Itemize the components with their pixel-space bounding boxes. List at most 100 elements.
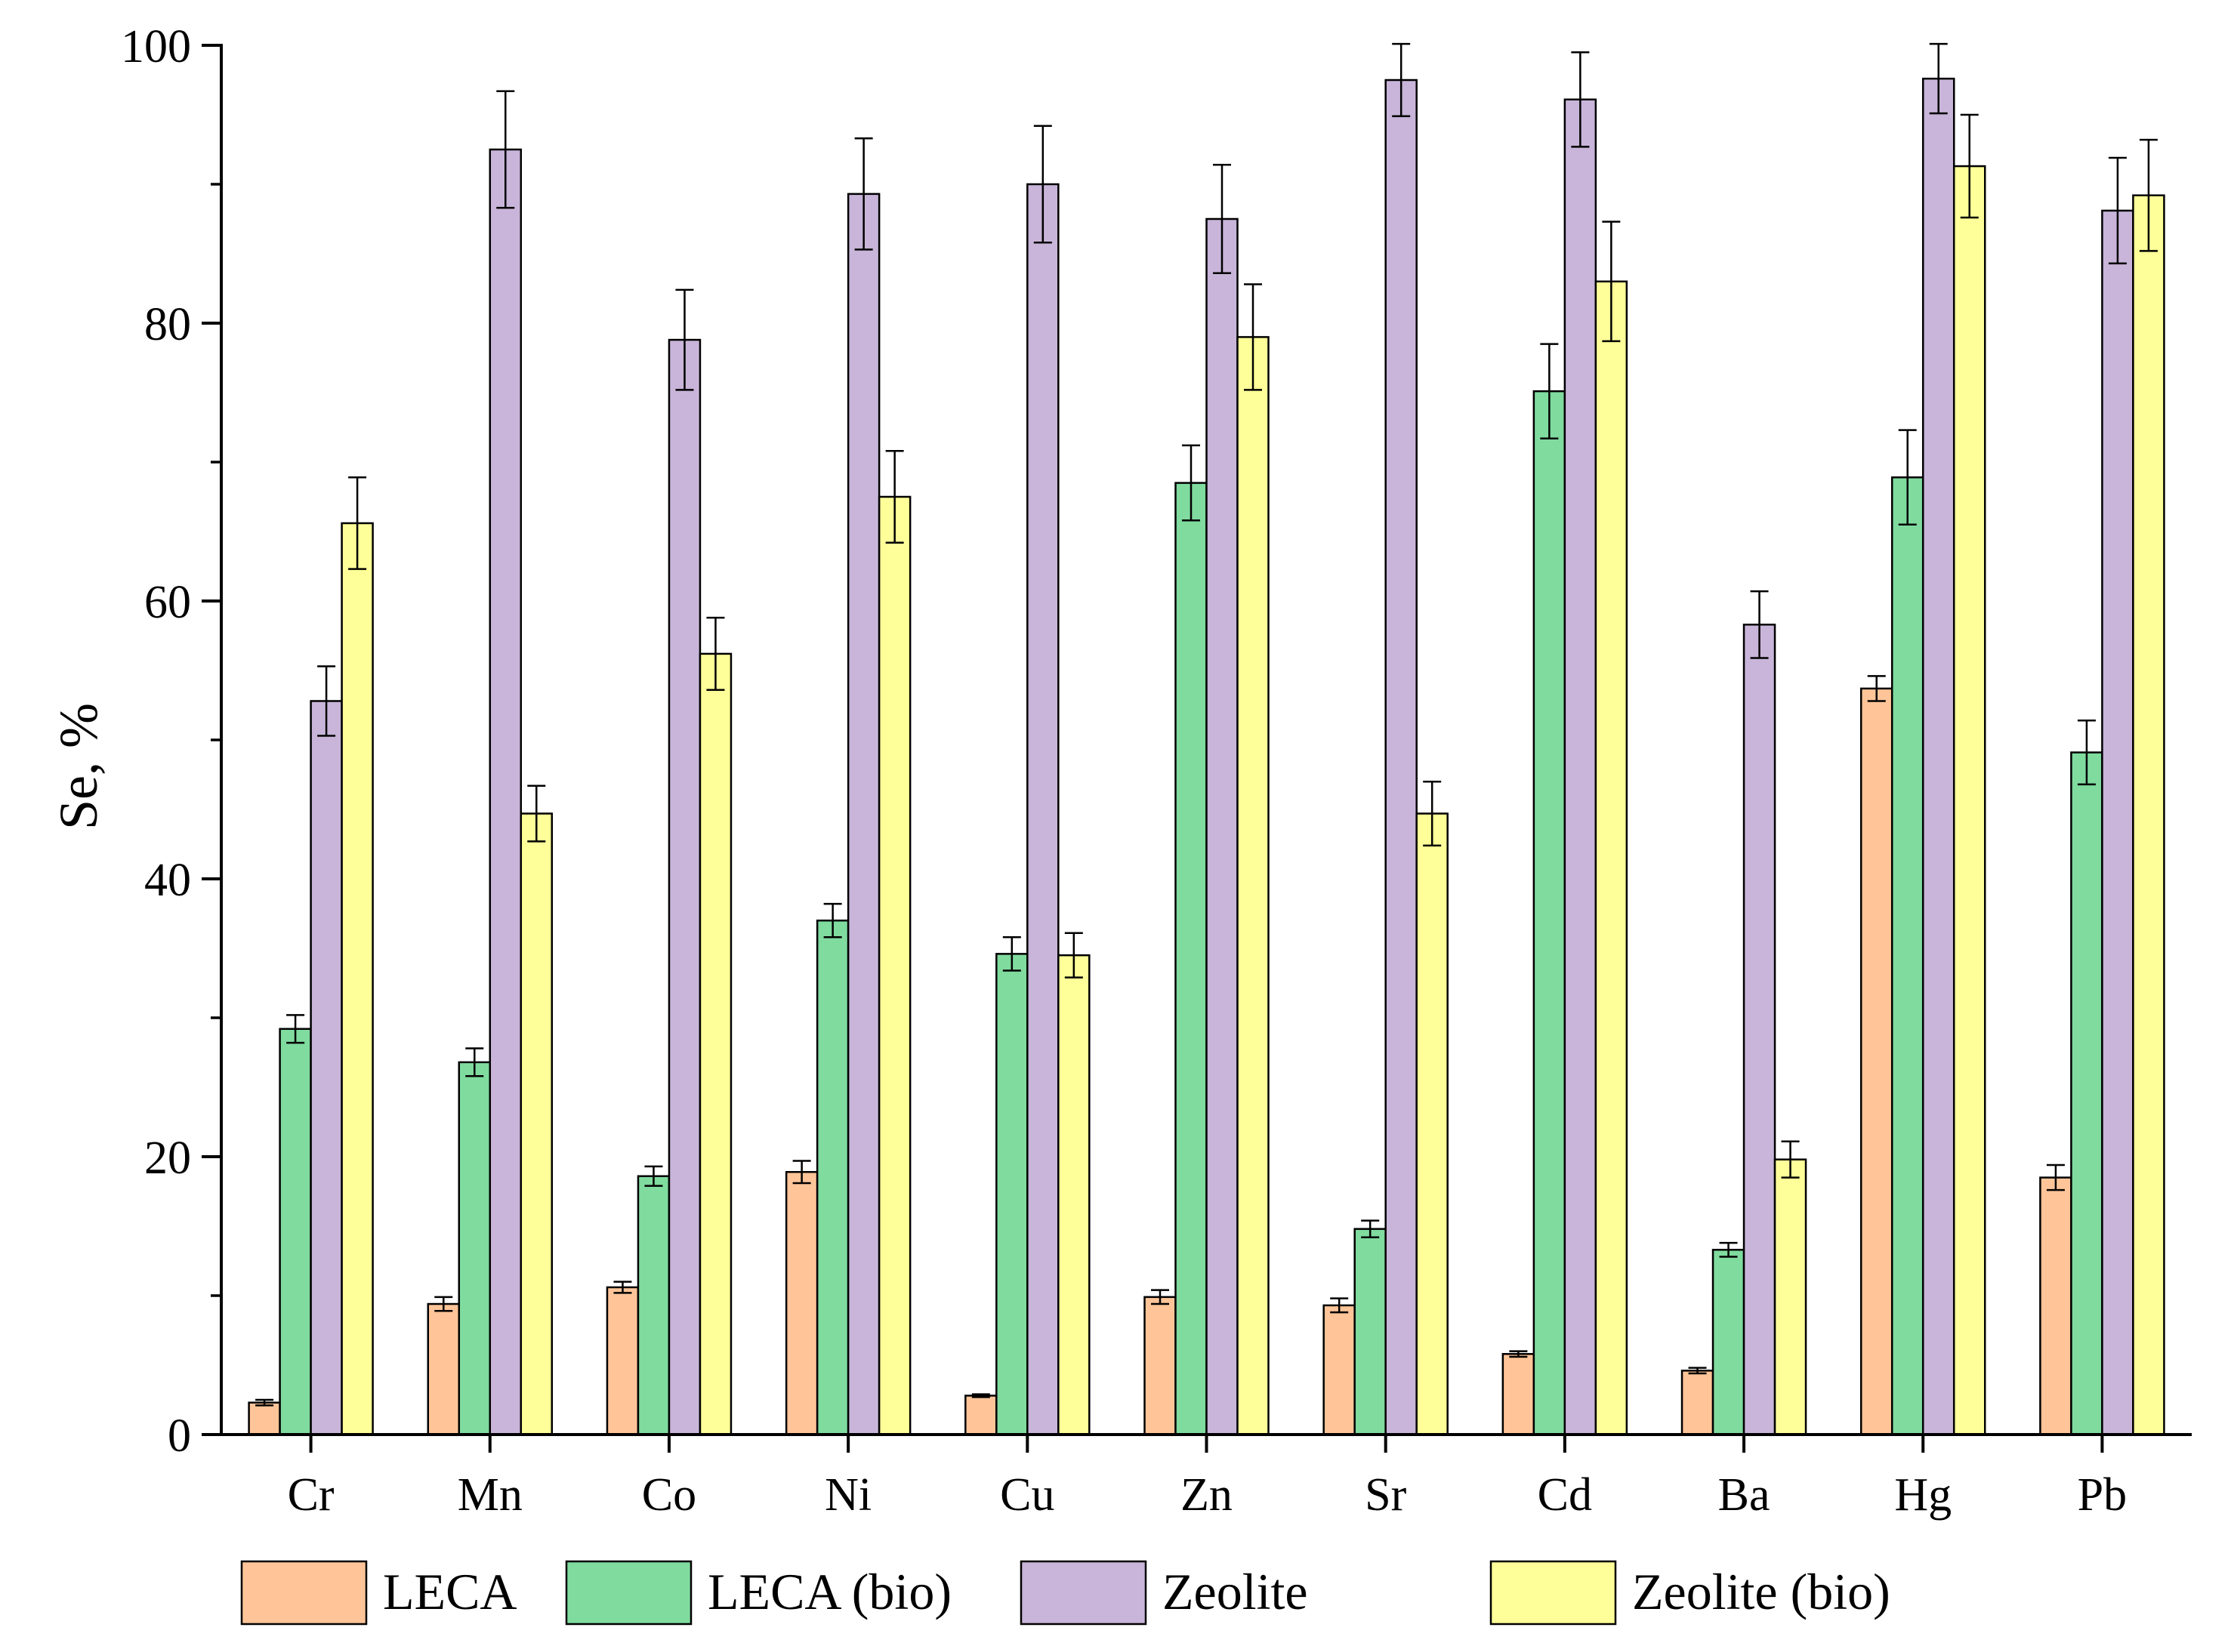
bar-zeolite-bio-cd bbox=[1594, 280, 1628, 1436]
legend-label: LECA (bio) bbox=[708, 1563, 952, 1620]
x-tick-label-co: Co bbox=[642, 1469, 696, 1521]
bar-leca-ba bbox=[1680, 1370, 1714, 1436]
legend-swatch bbox=[1020, 1560, 1147, 1626]
legend-swatch bbox=[565, 1560, 693, 1626]
bar-zeolite-cd bbox=[1563, 98, 1597, 1436]
bar-zeolite-bio-ba bbox=[1773, 1158, 1807, 1436]
error-bar bbox=[1750, 590, 1769, 659]
error-bar bbox=[434, 1296, 453, 1312]
bar-zeolite-bio-co bbox=[699, 652, 733, 1436]
bar-leca-cd bbox=[1501, 1353, 1535, 1436]
legend-swatch bbox=[240, 1560, 368, 1626]
bar-zeolite-co bbox=[668, 338, 702, 1436]
bar-zeolite-bio-cr bbox=[341, 522, 374, 1436]
error-bar bbox=[2077, 719, 2096, 786]
error-bar bbox=[1213, 163, 1231, 275]
bar-leca-bio-cd bbox=[1532, 390, 1566, 1436]
error-bar bbox=[1781, 1140, 1800, 1179]
error-bars-layer bbox=[255, 42, 2158, 1407]
x-tick-label-cd: Cd bbox=[1538, 1469, 1592, 1521]
error-bar bbox=[1182, 444, 1200, 522]
legend-label: Zeolite (bio) bbox=[1632, 1563, 1890, 1620]
error-bar bbox=[1064, 932, 1083, 979]
error-bar bbox=[1392, 42, 1411, 118]
error-bar bbox=[971, 1393, 990, 1398]
bar-leca-cu bbox=[964, 1395, 998, 1436]
error-bar bbox=[1330, 1297, 1349, 1314]
bar-zeolite-bio-ni bbox=[878, 495, 912, 1436]
bar-leca-co bbox=[606, 1286, 640, 1436]
error-bar bbox=[1602, 220, 1621, 343]
error-bar bbox=[1719, 1241, 1738, 1258]
error-bar bbox=[1423, 780, 1442, 847]
bar-zeolite-bio-mn bbox=[520, 812, 554, 1436]
bar-zeolite-pb bbox=[2101, 209, 2134, 1436]
bar-leca-zn bbox=[1143, 1296, 1177, 1436]
y-tick-label: 40 bbox=[144, 855, 191, 906]
error-bar bbox=[1361, 1219, 1380, 1238]
legend-swatch bbox=[1489, 1560, 1617, 1626]
bar-zeolite-zn bbox=[1205, 217, 1239, 1436]
error-bar bbox=[1929, 42, 1948, 115]
legend-label: LECA bbox=[383, 1563, 517, 1620]
bar-leca-bio-sr bbox=[1353, 1228, 1387, 1436]
bar-zeolite-bio-pb bbox=[2132, 194, 2165, 1436]
error-bar bbox=[1540, 343, 1559, 439]
bar-leca-bio-co bbox=[637, 1175, 671, 1436]
error-bar bbox=[792, 1160, 811, 1185]
y-tick-label: 80 bbox=[144, 299, 191, 350]
bar-zeolite-hg bbox=[1921, 77, 1955, 1436]
bar-leca-bio-pb bbox=[2070, 751, 2103, 1436]
legend-item: LECA bbox=[240, 1560, 517, 1626]
bar-zeolite-ba bbox=[1742, 624, 1776, 1436]
y-tick-label: 20 bbox=[144, 1133, 191, 1184]
bar-leca-pb bbox=[2039, 1176, 2072, 1436]
x-tick-label-mn: Mn bbox=[458, 1469, 523, 1521]
bar-leca-sr bbox=[1322, 1304, 1356, 1436]
error-bar bbox=[317, 665, 336, 737]
bar-leca-ni bbox=[785, 1170, 819, 1436]
bar-leca-hg bbox=[1859, 687, 1893, 1436]
error-bar bbox=[1898, 429, 1917, 526]
error-bar bbox=[465, 1047, 484, 1077]
error-bar bbox=[823, 902, 842, 938]
error-bar bbox=[885, 450, 904, 544]
error-bar bbox=[1867, 675, 1886, 702]
x-tick-label-zn: Zn bbox=[1180, 1469, 1233, 1521]
bar-leca-bio-ni bbox=[816, 919, 850, 1436]
legend-item: Zeolite bbox=[1020, 1560, 1308, 1626]
bar-leca-bio-cr bbox=[279, 1028, 312, 1436]
error-bar bbox=[1571, 51, 1590, 148]
error-bar bbox=[706, 616, 725, 692]
x-tick-label-ba: Ba bbox=[1718, 1469, 1770, 1521]
bar-leca-bio-hg bbox=[1890, 476, 1924, 1436]
legend-item: Zeolite (bio) bbox=[1489, 1560, 1890, 1626]
error-bar bbox=[527, 784, 546, 843]
y-tick-label: 100 bbox=[121, 21, 191, 72]
x-tick-label-pb: Pb bbox=[2078, 1469, 2127, 1521]
error-bar bbox=[1033, 125, 1052, 244]
error-bar bbox=[1688, 1367, 1707, 1375]
error-bar bbox=[255, 1398, 274, 1407]
bar-zeolite-bio-sr bbox=[1415, 812, 1449, 1436]
error-bar bbox=[496, 90, 515, 209]
x-tick-label-sr: Sr bbox=[1365, 1469, 1406, 1521]
bar-leca-bio-zn bbox=[1174, 482, 1208, 1436]
error-bar bbox=[286, 1014, 305, 1044]
bar-zeolite-ni bbox=[847, 193, 881, 1436]
bar-zeolite-bio-zn bbox=[1236, 336, 1270, 1436]
bar-zeolite-cr bbox=[310, 700, 343, 1436]
bar-zeolite-bio-hg bbox=[1952, 165, 1986, 1436]
error-bar bbox=[2139, 138, 2158, 252]
error-bar bbox=[613, 1281, 632, 1294]
error-bar bbox=[2108, 156, 2127, 265]
bar-zeolite-cu bbox=[1026, 183, 1060, 1436]
bar-zeolite-sr bbox=[1384, 79, 1418, 1436]
error-bar bbox=[2046, 1163, 2065, 1191]
y-tick-label: 0 bbox=[168, 1410, 191, 1462]
y-tick-label: 60 bbox=[144, 577, 191, 628]
axes-layer: 0 20 40 60 80 100 Cr Mn Co Ni Cu Zn Sr Cd Ba Hg Pb bbox=[121, 21, 2192, 1521]
x-tick-label-cr: Cr bbox=[288, 1469, 335, 1521]
error-bar bbox=[1002, 936, 1021, 972]
